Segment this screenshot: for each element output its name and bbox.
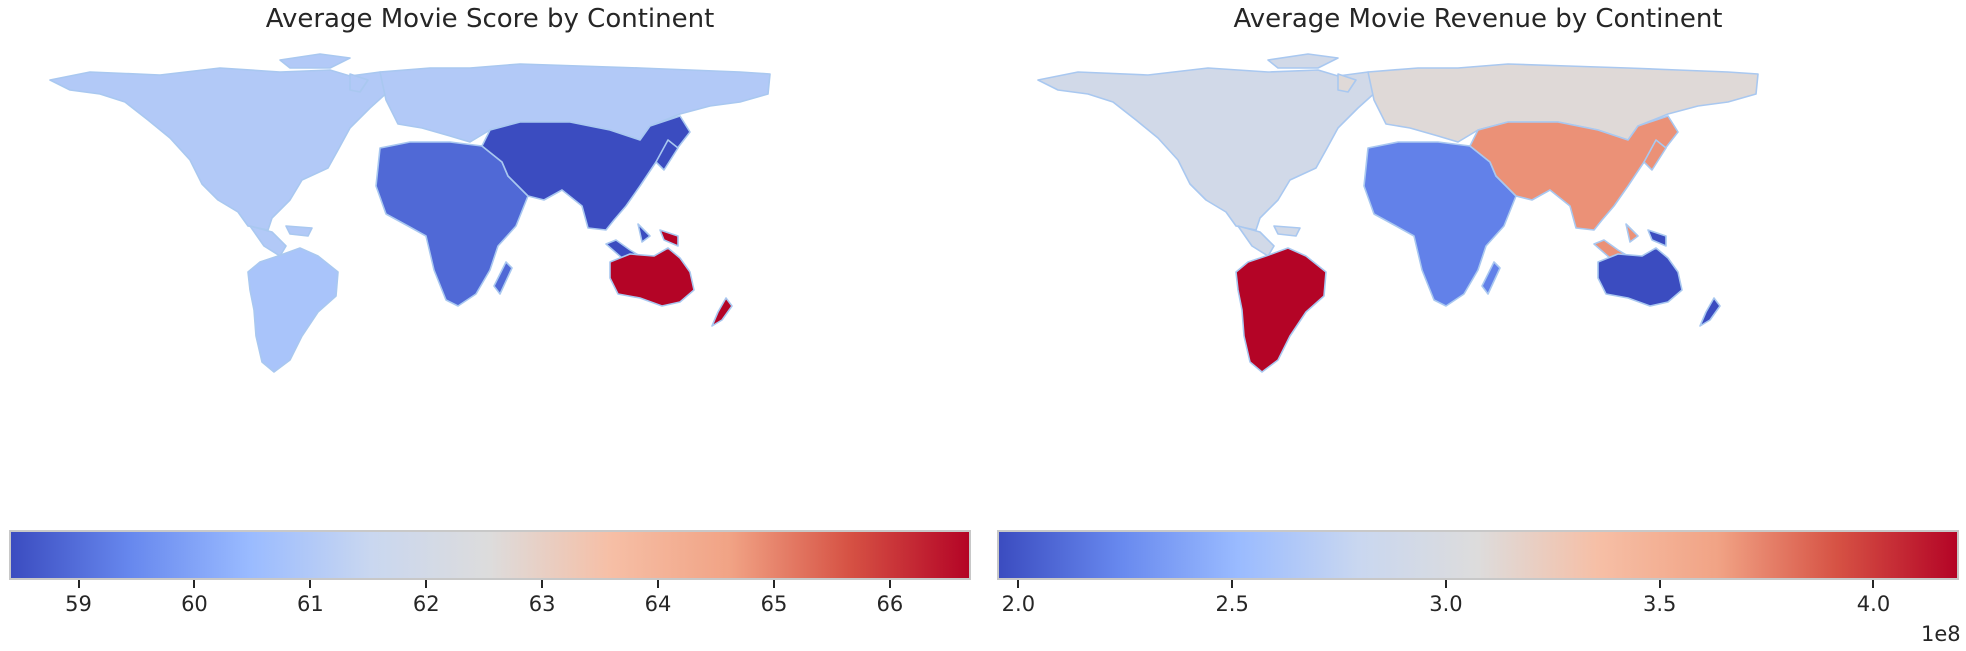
region-north-america — [49, 67, 406, 231]
map-title-score: Average Movie Score by Continent — [265, 4, 715, 34]
colorbar-tick — [193, 580, 196, 588]
region-oceania — [1597, 247, 1683, 307]
region-oceania-part-2 — [1699, 297, 1721, 327]
colorbar-tick — [1872, 580, 1875, 588]
colorbar-tick — [657, 580, 660, 588]
world-map-revenue — [1037, 53, 1759, 373]
colorbar-tick-label: 3.5 — [1643, 592, 1677, 616]
colorbar-score — [9, 530, 971, 580]
colorbar-tick-label: 64 — [644, 592, 672, 616]
colorbar-tick-label: 65 — [760, 592, 788, 616]
region-north-america — [1037, 67, 1394, 231]
colorbar-tick — [77, 580, 80, 588]
region-europe-part-1 — [349, 73, 369, 93]
region-north-america-part-2 — [285, 225, 313, 237]
region-oceania — [609, 247, 695, 307]
colorbar-tick-label: 60 — [181, 592, 208, 616]
colorbar-tick — [1017, 580, 1020, 588]
region-asia — [481, 115, 691, 231]
region-north-america-part-1 — [1237, 225, 1275, 257]
colorbar-tick-label: 63 — [528, 592, 556, 616]
region-europe-part-1 — [1337, 73, 1357, 93]
colorbar-tick — [541, 580, 544, 588]
colorbar-tick-label: 2.5 — [1215, 592, 1249, 616]
region-oceania-part-1 — [1647, 229, 1667, 247]
colorbar-tick — [309, 580, 312, 588]
region-africa-part-1 — [1481, 261, 1501, 295]
colorbar-tick — [1231, 580, 1234, 588]
region-oceania-part-2 — [711, 297, 733, 327]
colorbar-tick — [1444, 580, 1447, 588]
colorbar-tick-label: 61 — [296, 592, 324, 616]
region-north-america-part-2 — [1273, 225, 1301, 237]
region-oceania-part-1 — [659, 229, 679, 247]
region-north-america-part-3 — [279, 53, 351, 69]
colorbar-tick-label: 4.0 — [1856, 592, 1891, 616]
colorbar-tick-label: 2.0 — [1001, 592, 1036, 616]
colorbar-offset-label: 1e8 — [1921, 622, 1961, 646]
colorbar-tick — [888, 580, 891, 588]
map-title-revenue: Average Movie Revenue by Continent — [1233, 4, 1723, 34]
region-asia-part-3 — [637, 223, 651, 243]
colorbar-revenue — [997, 530, 1959, 580]
region-asia — [1469, 115, 1679, 231]
world-map-score — [49, 53, 771, 373]
region-south-america — [247, 247, 339, 373]
region-africa-part-1 — [493, 261, 513, 295]
colorbar-tick-label: 62 — [412, 592, 440, 616]
region-asia-part-1 — [655, 139, 679, 171]
colorbar-tick — [1658, 580, 1661, 588]
region-south-america — [1235, 247, 1327, 373]
region-north-america-part-1 — [249, 225, 287, 257]
colorbar-tick — [425, 580, 428, 588]
colorbar-tick-label: 66 — [876, 592, 904, 616]
region-europe — [379, 63, 771, 143]
region-europe — [1367, 63, 1759, 143]
colorbar-tick — [772, 580, 775, 588]
colorbar-tick-label: 3.0 — [1429, 592, 1463, 616]
region-asia-part-1 — [1643, 139, 1667, 171]
region-asia-part-3 — [1625, 223, 1639, 243]
region-north-america-part-3 — [1267, 53, 1339, 69]
colorbar-tick-label: 59 — [65, 592, 92, 616]
